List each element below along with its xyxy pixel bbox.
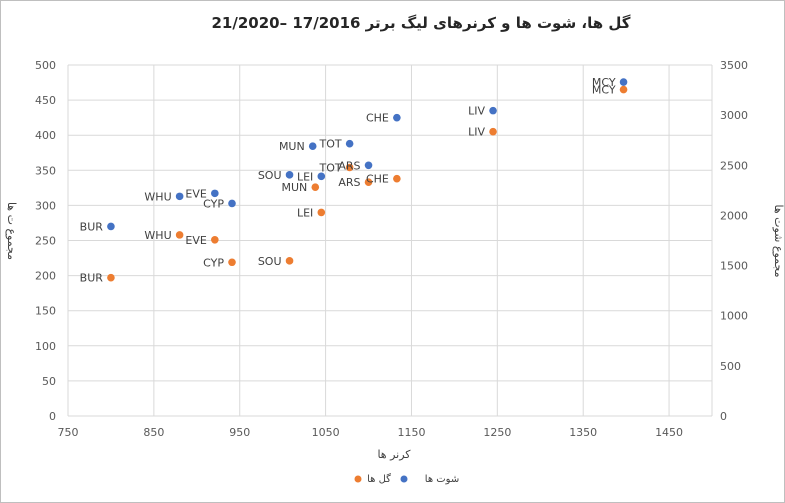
data-point-sou	[285, 171, 294, 179]
x-tick-label: 1350	[569, 426, 597, 439]
data-label-cyp: CYP	[203, 197, 224, 210]
data-label-tot: TOT	[319, 138, 342, 151]
right-y-tick-label: 3500	[720, 59, 748, 72]
data-label-whu: WHU	[144, 190, 171, 203]
data-points	[107, 78, 628, 282]
data-label-lei: LEI	[297, 170, 313, 183]
x-tick-label: 1150	[397, 426, 425, 439]
data-label-sou: SOU	[258, 255, 282, 268]
right-y-tick-label: 3000	[720, 109, 748, 122]
x-tick-label: 750	[58, 426, 79, 439]
right-y-tick-label: 0	[720, 410, 727, 423]
data-point-liv	[489, 127, 497, 136]
left-y-tick-label: 400	[35, 129, 56, 142]
x-tick-label: 1050	[312, 426, 340, 439]
right-y-tick-label: 2000	[720, 209, 748, 222]
data-label-ars: ARS	[338, 176, 360, 189]
legend-label-shots: شوت ها	[425, 474, 459, 485]
data-point-ars	[364, 161, 373, 170]
left-y-tick-label: 0	[49, 410, 56, 423]
right-y-axis-ticks: 0 500 1000 1500 2000 2500 3000 3500	[720, 59, 748, 423]
data-point-sou	[285, 257, 294, 265]
data-point-tot	[345, 139, 354, 148]
data-point-mcy	[619, 78, 628, 86]
data-point-whu	[175, 231, 184, 239]
left-y-axis-ticks: 0 50 100 150 200 250 300 350 400 450 500	[35, 59, 56, 423]
left-y-tick-label: 300	[35, 199, 56, 212]
data-point-che	[393, 113, 401, 122]
data-point-cyp	[228, 258, 236, 267]
grid-lines	[67, 64, 713, 417]
left-y-tick-label: 350	[35, 164, 56, 177]
legend-marker-goals	[354, 475, 362, 483]
data-point-tot	[345, 163, 354, 172]
x-tick-label: 850	[143, 426, 164, 439]
left-y-tick-label: 200	[35, 270, 56, 283]
left-y-axis-title: مجموع ت ها	[5, 202, 18, 260]
data-point-ars	[364, 178, 373, 187]
x-tick-label: 950	[229, 426, 250, 439]
data-point-whu	[175, 192, 184, 201]
data-label-mcy: MCY	[592, 84, 616, 97]
left-y-tick-label: 500	[35, 59, 56, 72]
data-point-lei	[317, 208, 326, 217]
legend-marker-shots	[400, 475, 408, 483]
data-label-bur: BUR	[80, 220, 104, 233]
chart-title: گل ها، شوت ها و کرنرهای لیگ برتر 17/2016…	[212, 14, 631, 32]
left-y-tick-label: 150	[35, 305, 56, 318]
right-y-tick-label: 1500	[720, 260, 748, 273]
data-label-eve: EVE	[185, 187, 206, 200]
right-y-tick-label: 500	[720, 360, 741, 373]
data-label-cyp: CYP	[203, 256, 224, 269]
data-label-che: CHE	[366, 173, 389, 186]
data-point-lei	[317, 172, 326, 181]
data-label-whu: WHU	[144, 229, 171, 242]
left-y-tick-label: 450	[35, 94, 56, 107]
data-label-tot: TOT	[319, 161, 342, 174]
data-label-ars: ARS	[338, 159, 360, 172]
data-label-eve: EVE	[185, 234, 206, 247]
left-y-tick-label: 50	[42, 375, 56, 388]
data-label-liv: LIV	[468, 105, 485, 118]
data-point-cyp	[228, 199, 236, 208]
data-label-che: CHE	[366, 112, 389, 125]
legend: گل ها شوت ها	[354, 473, 459, 485]
data-point-mun	[308, 142, 317, 151]
data-point-mcy	[619, 85, 628, 94]
x-axis-ticks: 750 850 950 1050 1150 1250 1350 1450	[58, 426, 684, 439]
data-label-liv: LIV	[468, 126, 485, 139]
right-y-tick-label: 2500	[720, 159, 748, 172]
x-tick-label: 1250	[483, 426, 511, 439]
data-label-mun: MUN	[279, 140, 305, 153]
data-point-bur	[107, 222, 115, 231]
left-y-tick-label: 250	[35, 235, 56, 248]
x-tick-label: 1450	[655, 426, 683, 439]
right-y-tick-label: 1000	[720, 310, 748, 323]
data-point-eve	[211, 235, 219, 244]
data-label-mun: MUN	[282, 181, 308, 194]
data-point-liv	[489, 106, 497, 115]
data-label-lei: LEI	[297, 206, 313, 219]
data-label-sou: SOU	[258, 169, 282, 182]
data-point-che	[393, 174, 401, 183]
data-point-bur	[107, 273, 115, 282]
data-label-bur: BUR	[80, 272, 104, 285]
data-label-mcy: MCY	[592, 76, 616, 89]
data-point-eve	[211, 189, 219, 198]
x-axis-title: کرنر ها	[377, 448, 411, 461]
legend-label-goals: گل ها	[367, 473, 391, 485]
left-y-tick-label: 100	[35, 340, 56, 353]
data-point-mun	[311, 183, 320, 191]
right-y-axis-title: مجموع شوت ها	[772, 205, 784, 278]
